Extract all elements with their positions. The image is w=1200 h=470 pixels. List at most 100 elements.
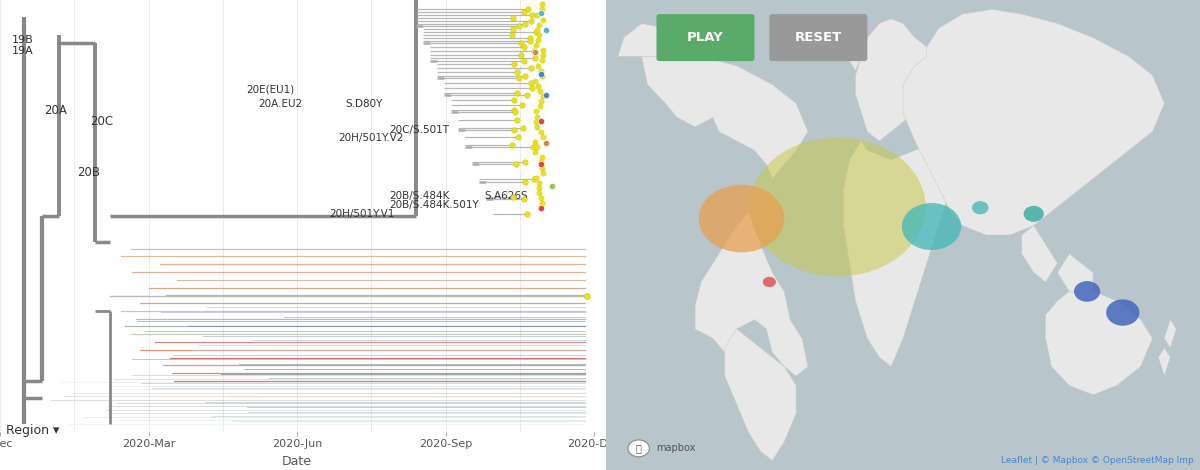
- Point: [522, 17, 541, 24]
- Point: [517, 91, 536, 99]
- Point: [533, 52, 552, 59]
- Text: 19A: 19A: [12, 46, 34, 56]
- Point: [504, 126, 523, 133]
- Point: [523, 143, 542, 151]
- Point: [530, 161, 550, 168]
- Circle shape: [902, 203, 961, 250]
- Point: [528, 113, 547, 120]
- Point: [526, 28, 545, 36]
- Point: [512, 102, 532, 109]
- Text: Ⓜ: Ⓜ: [636, 443, 642, 454]
- Point: [534, 16, 553, 24]
- Point: [514, 124, 533, 131]
- Point: [511, 39, 530, 47]
- FancyBboxPatch shape: [656, 14, 755, 61]
- Point: [514, 8, 533, 16]
- Point: [534, 133, 553, 141]
- Point: [515, 178, 534, 185]
- Circle shape: [972, 201, 989, 214]
- Text: 20A: 20A: [44, 104, 67, 117]
- Point: [536, 26, 556, 34]
- Point: [510, 22, 529, 30]
- Text: 20C/S.501T: 20C/S.501T: [389, 125, 449, 135]
- Point: [508, 89, 527, 97]
- Point: [527, 174, 546, 181]
- Point: [530, 9, 550, 17]
- Polygon shape: [618, 24, 677, 61]
- Point: [542, 182, 562, 190]
- Point: [530, 70, 550, 77]
- Point: [529, 189, 548, 197]
- Polygon shape: [1158, 348, 1170, 376]
- Point: [505, 107, 524, 114]
- Point: [530, 102, 550, 110]
- Point: [524, 176, 544, 183]
- Point: [526, 55, 545, 62]
- Point: [522, 79, 541, 86]
- Polygon shape: [904, 9, 1164, 235]
- Text: S.A626S: S.A626S: [484, 191, 528, 201]
- Point: [509, 74, 528, 82]
- Circle shape: [1074, 281, 1100, 302]
- Point: [532, 128, 551, 135]
- Point: [505, 61, 524, 68]
- Point: [503, 141, 522, 149]
- Polygon shape: [844, 141, 950, 367]
- Polygon shape: [850, 47, 862, 70]
- Point: [522, 84, 541, 92]
- Point: [520, 37, 539, 45]
- Point: [516, 20, 535, 28]
- X-axis label: Date: Date: [282, 455, 312, 468]
- Polygon shape: [1057, 254, 1093, 301]
- Point: [527, 26, 546, 33]
- Circle shape: [628, 440, 649, 457]
- Point: [526, 48, 545, 55]
- Point: [533, 57, 552, 64]
- Point: [524, 47, 544, 55]
- Point: [536, 139, 556, 147]
- Text: 20E(EU1): 20E(EU1): [246, 85, 295, 95]
- Point: [526, 138, 545, 146]
- Point: [528, 123, 547, 131]
- Text: RESET: RESET: [794, 31, 842, 44]
- Text: 20H/501Y.V2: 20H/501Y.V2: [338, 133, 404, 143]
- Point: [533, 154, 552, 161]
- Point: [528, 143, 547, 151]
- Point: [526, 77, 545, 85]
- Point: [528, 36, 547, 44]
- Point: [534, 93, 553, 100]
- Text: 20C: 20C: [90, 115, 114, 127]
- FancyBboxPatch shape: [769, 14, 868, 61]
- Point: [532, 159, 551, 166]
- Point: [527, 11, 546, 18]
- Point: [518, 5, 538, 12]
- Text: 20B: 20B: [77, 166, 101, 180]
- Point: [505, 96, 524, 104]
- Text: Region ▾: Region ▾: [6, 424, 59, 437]
- Point: [527, 41, 546, 49]
- Polygon shape: [1164, 320, 1176, 348]
- Point: [529, 179, 548, 187]
- Point: [503, 31, 522, 39]
- Text: S.D80Y: S.D80Y: [346, 99, 383, 109]
- Text: 20H/501Y.V1: 20H/501Y.V1: [330, 209, 395, 219]
- Point: [533, 6, 552, 13]
- Point: [503, 14, 522, 22]
- Point: [522, 64, 541, 72]
- Circle shape: [763, 277, 776, 287]
- Point: [532, 67, 551, 74]
- Text: 20B/S.484K.501Y: 20B/S.484K.501Y: [389, 200, 479, 211]
- Point: [533, 199, 552, 207]
- Point: [508, 116, 527, 124]
- Circle shape: [698, 185, 785, 252]
- Point: [515, 195, 534, 203]
- Point: [533, 47, 552, 54]
- Point: [506, 161, 526, 168]
- Point: [533, 164, 552, 171]
- Point: [529, 82, 548, 90]
- Point: [529, 62, 548, 69]
- Point: [521, 34, 540, 42]
- Point: [512, 51, 532, 58]
- Point: [514, 43, 533, 51]
- Point: [515, 57, 534, 64]
